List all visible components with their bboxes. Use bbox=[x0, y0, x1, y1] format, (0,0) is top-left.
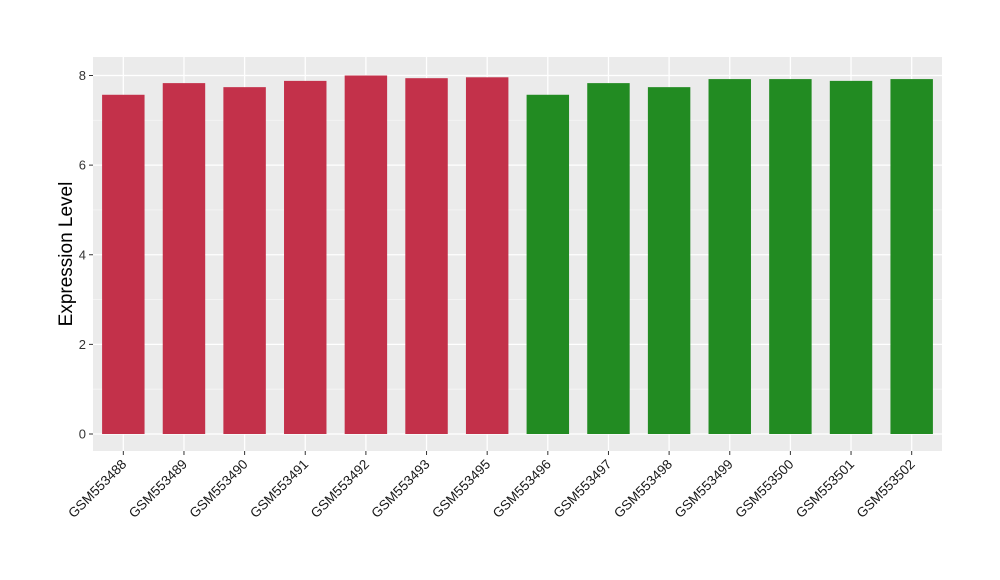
bar bbox=[647, 87, 691, 435]
bar bbox=[344, 75, 388, 434]
bar bbox=[102, 94, 145, 434]
plot-panel bbox=[93, 57, 942, 451]
x-tick-label: GSM553496 bbox=[490, 457, 554, 521]
x-tick-label: GSM553493 bbox=[368, 457, 432, 521]
y-tick-label: 0 bbox=[79, 427, 86, 442]
y-tick-label: 4 bbox=[79, 247, 86, 262]
y-tick-label: 8 bbox=[79, 68, 86, 83]
x-tick-label: GSM553499 bbox=[672, 457, 736, 521]
bar bbox=[465, 77, 509, 434]
x-tick-label: GSM553488 bbox=[65, 457, 129, 521]
x-tick-label: GSM553498 bbox=[611, 457, 675, 521]
bar bbox=[587, 83, 630, 434]
x-tick-label: GSM553489 bbox=[126, 457, 190, 521]
x-tick-label: GSM553492 bbox=[308, 457, 372, 521]
x-tick-label: GSM553491 bbox=[247, 457, 311, 521]
x-tick-label: GSM553502 bbox=[854, 457, 918, 521]
bar bbox=[890, 79, 933, 435]
bars bbox=[102, 75, 933, 435]
bar bbox=[526, 94, 570, 434]
y-axis-title: Expression Level bbox=[56, 182, 77, 327]
bar bbox=[708, 79, 751, 435]
bar bbox=[829, 80, 873, 434]
x-tick-label: GSM553501 bbox=[793, 457, 857, 521]
bar bbox=[223, 87, 266, 435]
x-tick-label: GSM553497 bbox=[550, 457, 614, 521]
x-axis: GSM553488GSM553489GSM553490GSM553491GSM5… bbox=[65, 451, 918, 521]
bar bbox=[284, 80, 327, 434]
x-tick-label: GSM553495 bbox=[429, 457, 493, 521]
bar bbox=[769, 79, 812, 435]
y-tick-label: 2 bbox=[79, 337, 86, 352]
y-tick-label: 6 bbox=[79, 158, 86, 173]
bar bbox=[162, 83, 206, 434]
y-axis: 0 2 4 6 8 bbox=[79, 68, 93, 442]
x-tick-label: GSM553490 bbox=[187, 457, 251, 521]
x-tick-label: GSM553500 bbox=[732, 457, 796, 521]
bar bbox=[405, 78, 448, 434]
